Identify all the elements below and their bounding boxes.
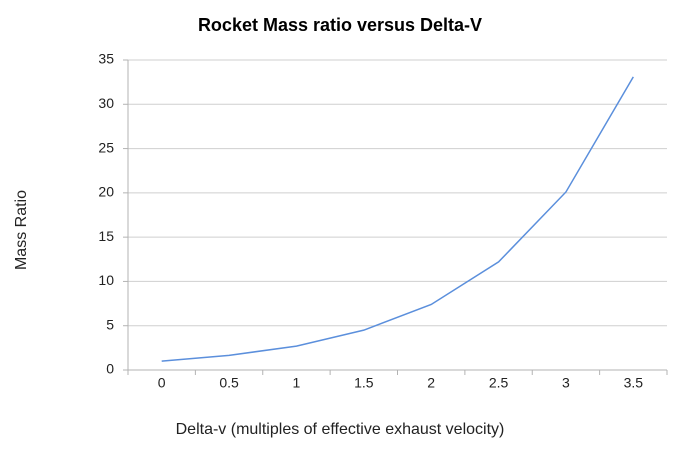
x-tick-label: 1 <box>293 375 301 391</box>
data-line <box>161 76 634 362</box>
y-tick-label: 20 <box>98 184 114 200</box>
x-tick-label: 0.5 <box>219 375 239 391</box>
x-tick-label: 3 <box>562 375 570 391</box>
y-tick-label: 10 <box>98 272 114 288</box>
y-tick-label: 0 <box>106 361 114 377</box>
x-tick-label: 3.5 <box>624 375 644 391</box>
x-tick-label: 2 <box>427 375 435 391</box>
chart-title: Rocket Mass ratio versus Delta-V <box>198 15 482 35</box>
y-tick-label: 25 <box>98 139 114 155</box>
x-tick-label: 1.5 <box>354 375 374 391</box>
y-tick-label: 30 <box>98 95 114 111</box>
y-tick-label: 15 <box>98 228 114 244</box>
y-axis-title: Mass Ratio <box>13 190 30 270</box>
x-axis-title: Delta-v (multiples of effective exhaust … <box>176 421 505 438</box>
x-tick-label: 2.5 <box>489 375 509 391</box>
x-tick-label: 0 <box>158 375 166 391</box>
y-tick-label: 35 <box>98 51 114 67</box>
y-tick-label: 5 <box>106 316 114 332</box>
